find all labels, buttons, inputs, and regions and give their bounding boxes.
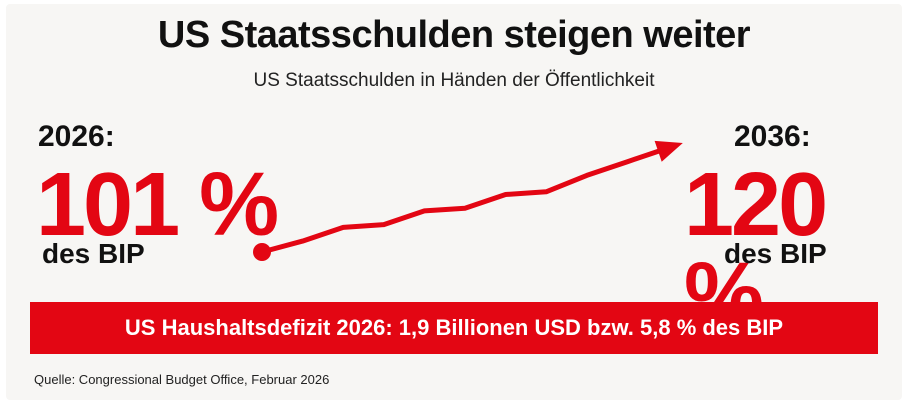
start-unit-label: des BIP (42, 238, 145, 269)
start-year-label: 2026: (38, 120, 115, 153)
start-marker-dot (253, 243, 271, 261)
end-unit-label: des BIP (724, 238, 827, 269)
page-title: US Staatsschulden steigen weiter (157, 14, 751, 56)
trend-line (259, 145, 671, 255)
end-year-label: 2036: (734, 120, 811, 153)
page-subtitle: US Staatsschulden in Händen der Öffentli… (253, 70, 655, 91)
start-value: 101 % (36, 155, 279, 255)
deficit-banner: US Haushaltsdefizit 2026: 1,9 Billionen … (30, 302, 878, 354)
source-note: Quelle: Congressional Budget Office, Feb… (34, 372, 330, 387)
end-arrow-head (654, 140, 683, 162)
deficit-banner-text: US Haushaltsdefizit 2026: 1,9 Billionen … (124, 315, 784, 340)
